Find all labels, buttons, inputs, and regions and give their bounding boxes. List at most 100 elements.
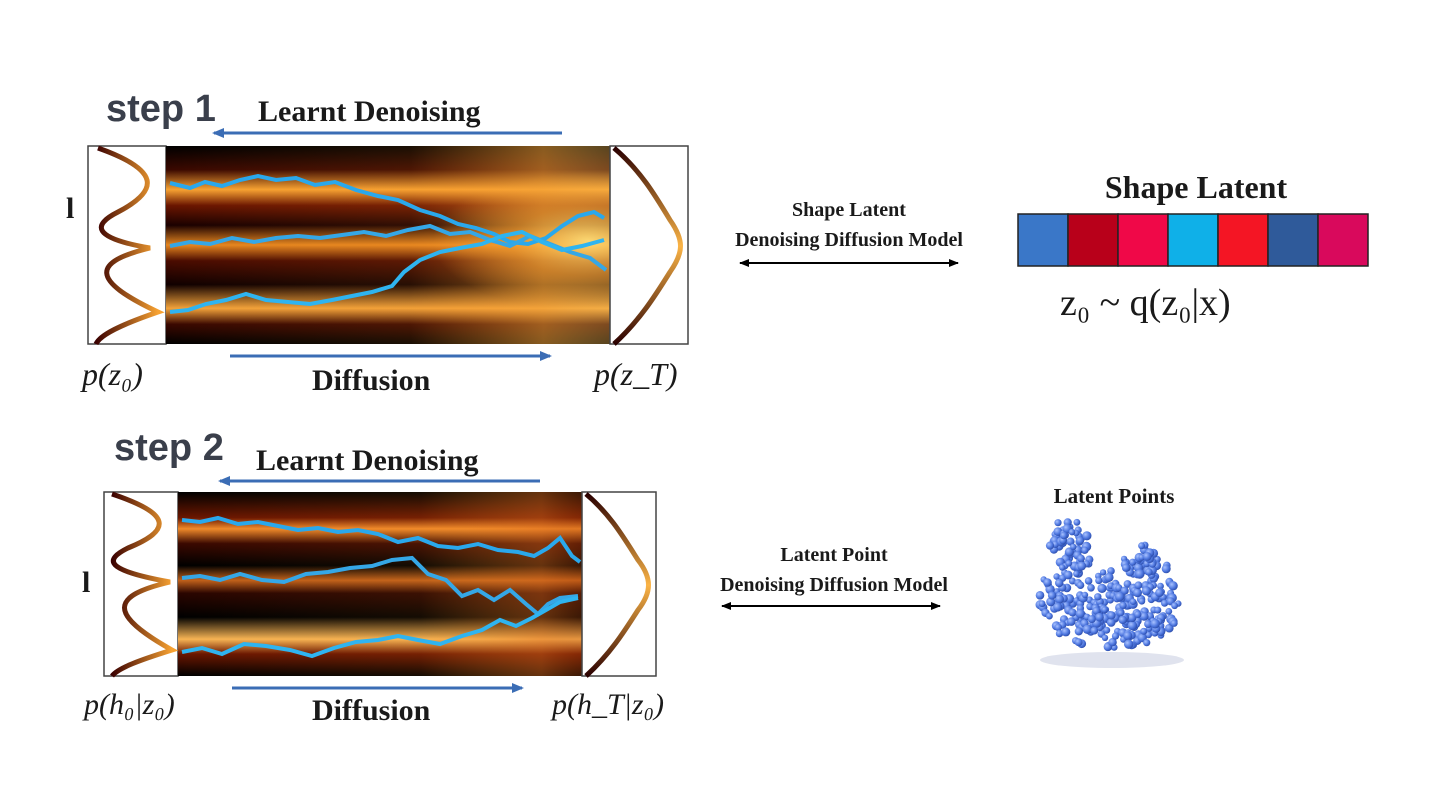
latent-point	[1129, 558, 1137, 566]
latent-point	[1106, 618, 1116, 627]
latent-point	[1081, 591, 1089, 599]
latent-point	[1053, 527, 1063, 536]
latent-point	[1123, 580, 1132, 588]
latent-point-cloud	[1035, 518, 1182, 652]
latent-point	[1111, 632, 1120, 640]
step2-diffusion-label: Diffusion	[312, 694, 431, 727]
latent-point	[1115, 591, 1125, 602]
latent-point	[1092, 606, 1101, 615]
step2-panel: step 2 Learnt Denoising l p(h₀|z₀) Diffu…	[82, 427, 664, 727]
latent-point	[1101, 634, 1109, 641]
latent-point	[1082, 531, 1092, 541]
latent-point	[1053, 573, 1060, 580]
step2-trajectory-middle	[181, 555, 579, 617]
latent-point	[1075, 536, 1085, 545]
latent-point	[1138, 597, 1146, 605]
step2-trajectory-top	[181, 515, 582, 564]
latent-cell	[1117, 213, 1169, 267]
latent-point	[1120, 586, 1129, 595]
step1-diffusion-label: Diffusion	[312, 364, 431, 397]
point-model-line1: Latent Point	[780, 544, 888, 566]
latent-point	[1123, 631, 1133, 641]
latent-point	[1135, 569, 1145, 579]
latent-point	[1119, 601, 1127, 610]
latent-point	[1170, 619, 1178, 627]
latent-point	[1161, 599, 1169, 607]
latent-point	[1090, 626, 1099, 635]
latent-point	[1165, 608, 1173, 615]
latent-point	[1141, 586, 1151, 596]
latent-point	[1054, 519, 1062, 527]
latent-point	[1099, 569, 1107, 576]
step2-trajectory-bottom	[181, 596, 579, 659]
latent-point	[1127, 620, 1138, 631]
latent-point	[1035, 591, 1045, 600]
latent-point	[1081, 546, 1089, 554]
latent-points-shadow	[1040, 652, 1184, 668]
latent-point	[1150, 618, 1160, 629]
latent-point	[1134, 610, 1142, 619]
latent-point	[1103, 626, 1111, 634]
latent-point	[1046, 612, 1053, 620]
shape-latent-vector	[1017, 213, 1369, 267]
latent-point	[1133, 588, 1142, 598]
latent-point	[1053, 602, 1063, 612]
step1-trajectory-top	[169, 173, 606, 247]
step2-left-edge-glyph: l	[82, 566, 90, 599]
shape-latent-block: Shape Latent z₀ ~ q(z₀|x)	[1017, 169, 1369, 324]
latent-point	[1064, 547, 1074, 557]
latent-point	[1073, 518, 1081, 526]
step1-label: step 1	[106, 88, 216, 130]
latent-points-title: Latent Points	[1054, 484, 1175, 508]
step2-right-dist-curve	[584, 492, 651, 678]
latent-point	[1045, 541, 1055, 550]
step1-denoise-label: Learnt Denoising	[258, 95, 481, 128]
latent-point	[1076, 581, 1085, 589]
latent-point	[1055, 578, 1064, 588]
step2-label: step 2	[114, 427, 224, 469]
latent-point	[1155, 588, 1164, 597]
latent-point	[1067, 617, 1076, 626]
latent-point	[1168, 581, 1178, 591]
step2-right-dist-box	[581, 491, 657, 677]
latent-point	[1087, 615, 1096, 624]
latent-point	[1134, 581, 1143, 590]
latent-point	[1115, 584, 1123, 592]
latent-point	[1129, 598, 1137, 605]
latent-point	[1047, 591, 1057, 600]
step1-left-dist-curve	[93, 145, 165, 346]
latent-point	[1074, 638, 1083, 647]
latent-cell	[1017, 213, 1069, 267]
latent-point	[1054, 623, 1063, 632]
latent-point	[1068, 528, 1076, 536]
shape-latent-formula: z₀ ~ q(z₀|x)	[1060, 282, 1231, 324]
latent-point	[1107, 611, 1116, 620]
latent-point	[1055, 594, 1064, 604]
latent-point	[1143, 639, 1151, 647]
latent-point	[1038, 600, 1046, 608]
latent-point	[1161, 564, 1171, 574]
latent-point	[1171, 602, 1178, 610]
shape-model-line2: Denoising Diffusion Model	[735, 229, 963, 251]
latent-point	[1097, 583, 1107, 594]
latent-point	[1095, 612, 1104, 622]
latent-point	[1065, 560, 1073, 567]
latent-point	[1104, 572, 1114, 583]
step1-heatmap-glow	[166, 146, 610, 344]
latent-point	[1138, 542, 1146, 550]
step2-right-dist-label: p(h_T|z₀)	[550, 688, 664, 721]
latent-point	[1145, 568, 1153, 576]
latent-point	[1074, 627, 1083, 636]
step1-panel: step 1 Learnt Denoising l p(z₀) Diffusio…	[66, 88, 689, 397]
latent-point	[1142, 552, 1152, 561]
step2-left-dist-label: p(h₀|z₀)	[82, 688, 175, 721]
latent-point	[1070, 543, 1077, 550]
latent-point	[1060, 531, 1068, 540]
latent-point	[1094, 593, 1102, 601]
latent-point	[1061, 627, 1071, 637]
latent-point	[1075, 608, 1086, 619]
latent-point	[1077, 561, 1087, 571]
latent-cell	[1267, 213, 1319, 267]
latent-point	[1157, 582, 1164, 590]
